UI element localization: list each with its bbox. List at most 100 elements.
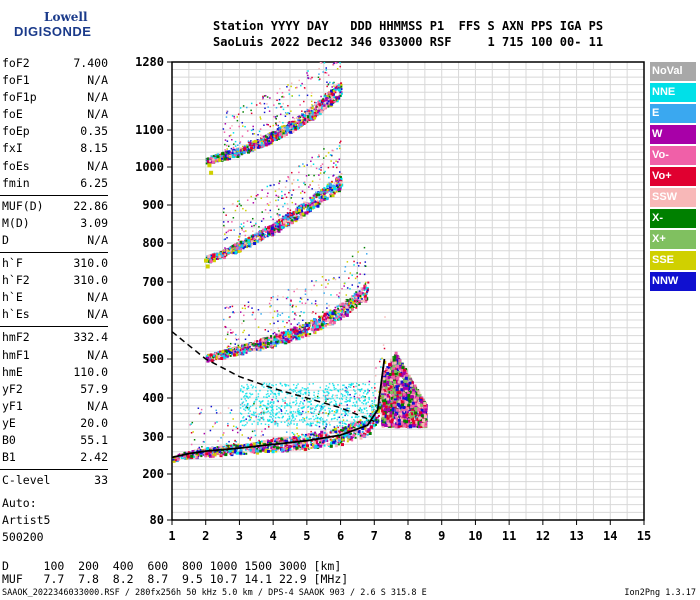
trace-point bbox=[208, 454, 212, 458]
cloud-point bbox=[365, 419, 368, 422]
trace-point bbox=[312, 105, 314, 107]
trace-point bbox=[284, 445, 287, 448]
trace-point bbox=[251, 236, 254, 239]
trace-point bbox=[235, 445, 239, 449]
trace-point bbox=[316, 440, 319, 443]
cloud-point bbox=[324, 409, 326, 411]
trace-point bbox=[326, 85, 328, 88]
trace-point bbox=[183, 451, 186, 454]
trace-point bbox=[354, 421, 357, 424]
trace-point bbox=[229, 152, 232, 155]
trace-point bbox=[260, 313, 262, 315]
trace-point bbox=[319, 438, 323, 442]
trace-point bbox=[372, 422, 375, 425]
param-row: h`E N/A bbox=[0, 290, 168, 307]
trace-point bbox=[257, 133, 259, 136]
trace-point bbox=[231, 244, 235, 248]
cloud-point bbox=[362, 395, 364, 397]
trace-point bbox=[284, 193, 286, 196]
trace-point bbox=[300, 209, 303, 212]
trace-point bbox=[212, 448, 215, 451]
trace-point bbox=[262, 98, 264, 100]
trace-point bbox=[335, 190, 338, 193]
trace-point bbox=[251, 225, 253, 228]
trace-point bbox=[373, 416, 376, 419]
trace-point bbox=[337, 96, 341, 100]
trace-point bbox=[270, 224, 273, 227]
trace-point bbox=[233, 115, 235, 118]
trace-point bbox=[328, 311, 332, 315]
trace-point bbox=[261, 410, 263, 413]
trace-point bbox=[323, 431, 326, 434]
trace-point bbox=[224, 154, 228, 158]
trace-point bbox=[314, 201, 317, 204]
trace-point bbox=[333, 81, 335, 84]
cloud-point bbox=[363, 407, 366, 410]
trace-point bbox=[325, 434, 328, 437]
trace-point bbox=[223, 451, 226, 454]
trace-point bbox=[263, 448, 266, 451]
trace-point bbox=[290, 85, 292, 88]
trace-point bbox=[333, 98, 336, 101]
trace-point bbox=[238, 147, 242, 151]
trace-point bbox=[338, 87, 341, 90]
trace-point bbox=[316, 435, 319, 437]
trace-point bbox=[222, 318, 225, 321]
cloud-point bbox=[311, 411, 313, 414]
trace-point bbox=[357, 433, 360, 436]
cloud-point bbox=[290, 422, 292, 425]
x-tick-label: 7 bbox=[371, 529, 378, 543]
trace-point bbox=[327, 413, 330, 415]
trace-point bbox=[251, 237, 255, 241]
cloud-point bbox=[332, 394, 334, 396]
trace-point bbox=[321, 192, 323, 194]
trace-point bbox=[234, 152, 237, 155]
x-tick-label: 8 bbox=[404, 529, 411, 543]
trace-point bbox=[199, 412, 201, 415]
trace-point bbox=[211, 156, 214, 159]
cloud-point bbox=[295, 400, 297, 402]
trace-point bbox=[325, 188, 328, 191]
trace-point bbox=[255, 233, 258, 236]
trace-point bbox=[241, 229, 243, 231]
trace-point bbox=[229, 342, 232, 345]
trace-point bbox=[195, 452, 198, 455]
trace-point bbox=[328, 95, 331, 98]
trace-point bbox=[190, 454, 194, 458]
cloud-point bbox=[318, 397, 320, 399]
trace-point bbox=[346, 261, 349, 263]
trace-point bbox=[335, 432, 338, 435]
trace-point bbox=[295, 305, 297, 308]
trace-point bbox=[379, 358, 382, 360]
trace-point bbox=[312, 433, 315, 436]
trace-point bbox=[238, 200, 240, 202]
trace-point bbox=[358, 295, 360, 297]
trace-point bbox=[259, 338, 262, 341]
cloud-point bbox=[286, 419, 288, 422]
trace-point bbox=[303, 204, 305, 206]
trace-point bbox=[303, 445, 306, 448]
cloud-point bbox=[337, 416, 339, 419]
trace-point bbox=[284, 112, 287, 114]
trace-point bbox=[261, 233, 264, 236]
trace-point bbox=[297, 441, 300, 444]
trace-point bbox=[336, 166, 338, 169]
trace-point bbox=[278, 102, 280, 105]
trace-point bbox=[355, 431, 358, 434]
trace-point bbox=[333, 187, 337, 191]
trace-point bbox=[338, 430, 341, 433]
trace-point bbox=[356, 272, 358, 274]
param-value: 310.0 bbox=[73, 273, 108, 288]
trace-point bbox=[325, 315, 328, 318]
trace-point bbox=[253, 238, 256, 241]
param-name: foF2 bbox=[2, 56, 30, 70]
trace-point bbox=[236, 119, 239, 122]
trace-point bbox=[309, 111, 312, 114]
trace-point bbox=[259, 128, 262, 130]
trace-point bbox=[275, 443, 279, 447]
trace-point bbox=[318, 325, 322, 329]
trace-point bbox=[259, 116, 261, 118]
trace-point bbox=[266, 141, 269, 144]
trace-point bbox=[299, 121, 302, 124]
trace-point bbox=[270, 138, 274, 142]
